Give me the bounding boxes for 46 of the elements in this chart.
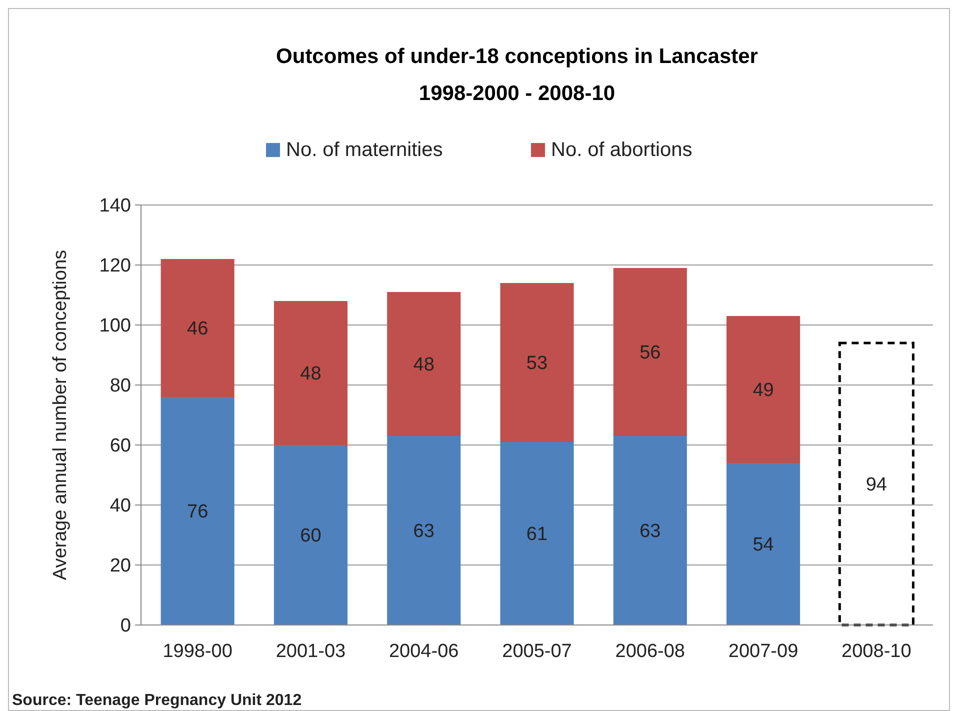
x-tick-label: 2007-09 [728,641,798,662]
bar [838,342,914,626]
bar [613,436,687,625]
bar [274,445,348,625]
legend-label: No. of maternities [286,139,443,161]
bar [160,259,234,397]
x-tick-label: 2004-06 [388,641,459,662]
bar [500,442,574,625]
y-tick-label: 140 [99,196,131,217]
y-tick-label: 20 [110,556,131,577]
y-tick-label: 60 [110,436,131,457]
y-tick-label: 120 [99,256,131,277]
y-tick-label: 100 [99,316,131,337]
data-label: 94 [866,474,888,496]
data-label: 56 [640,342,661,364]
y-tick-label: 40 [110,496,131,517]
data-label: 61 [526,524,548,546]
data-label: 60 [300,526,322,547]
bar [726,316,800,463]
data-label: 54 [752,534,774,556]
bar [274,301,348,445]
bar [500,283,574,442]
bar [613,268,687,436]
chart-title: Outcomes of under-18 conceptions in Lancaster 1998-2000 - 2008-10 [276,45,758,105]
bar [160,397,234,625]
data-label: 49 [752,380,774,402]
x-tick-label: 1998-00 [162,641,232,662]
data-label: 63 [413,521,434,542]
x-tick-label: 2008-10 [842,641,912,662]
source-note: Source: Teenage Pregnancy Unit 2012 [12,692,302,709]
x-tick-label: 2006-08 [615,641,686,662]
x-tick-label: 2005-07 [502,641,572,662]
y-axis-title: Average annual number of conceptions [50,250,71,580]
data-label: 48 [413,354,434,376]
bar [387,436,461,625]
bar [387,292,461,436]
data-label: 76 [187,502,208,523]
y-tick-label: 80 [110,376,131,397]
data-label: 63 [640,521,661,542]
legend-label: No. of abortions [551,139,692,161]
bar [726,463,800,625]
data-label: 46 [187,318,208,340]
x-tick-label: 2001-03 [276,641,346,662]
data-label: 53 [526,353,548,374]
y-tick-label: 0 [120,616,131,637]
data-label: 48 [300,364,322,385]
